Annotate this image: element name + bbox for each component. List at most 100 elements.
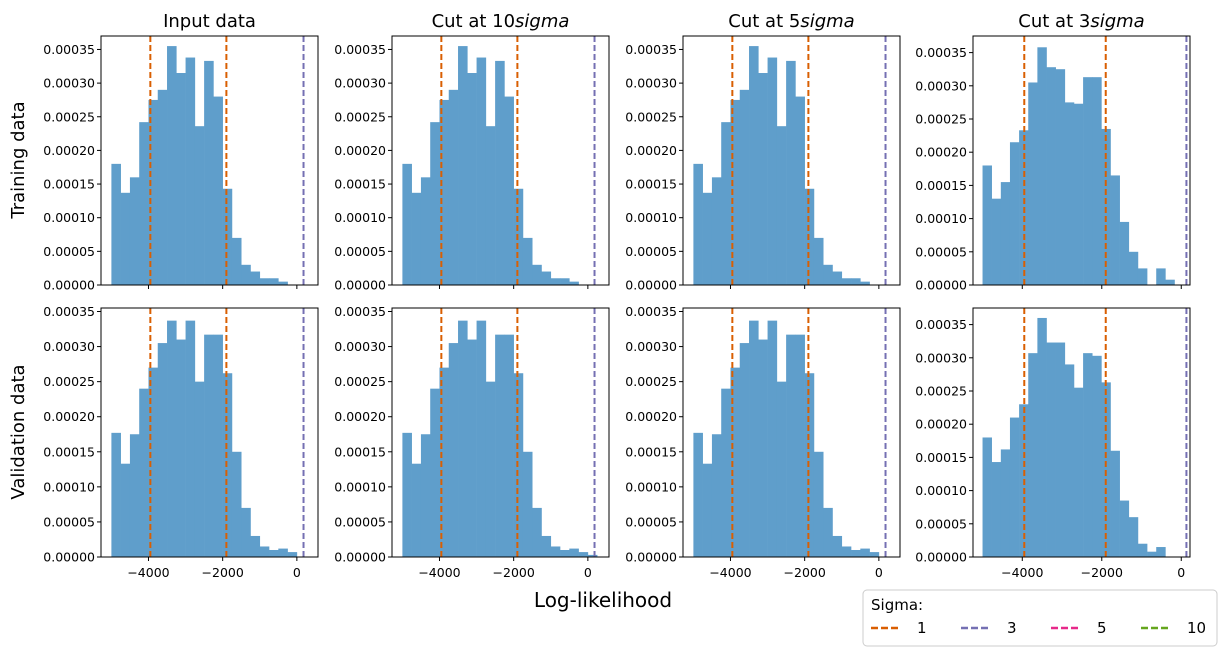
histogram-bar [823, 264, 833, 285]
histogram-bar [148, 99, 159, 286]
histogram-bar [411, 192, 422, 285]
histogram-bar [1046, 342, 1056, 557]
histogram-bar [250, 271, 261, 285]
histogram-bar [1165, 279, 1175, 285]
histogram-bar [167, 46, 177, 286]
y-tick-label: 0.00005 [625, 244, 677, 259]
row-label-training: Training data [8, 101, 29, 219]
histogram-bar [532, 264, 542, 285]
y-tick-label: 0.00015 [915, 450, 967, 465]
panel-7: 0.00000 0.00005 0.00010 0.00015 0.00020 0.000… [625, 304, 901, 580]
histogram-bar [1092, 355, 1102, 557]
histogram-bar [476, 57, 487, 285]
y-tick-label: 0.00000 [625, 278, 677, 293]
histogram-bar [139, 388, 149, 557]
histogram-bar [851, 549, 861, 557]
histogram-bar [1037, 47, 1047, 285]
y-tick-label: 0.00010 [625, 479, 677, 494]
y-tick-label: 0.00025 [625, 374, 677, 389]
histogram-bar [804, 188, 815, 285]
y-tick-label: 0.00020 [915, 417, 967, 432]
histogram-bar [522, 237, 533, 285]
histogram-bar [420, 434, 431, 557]
axes-frame [682, 307, 901, 558]
histogram-bar [194, 381, 205, 557]
histogram-bar [513, 373, 524, 557]
y-tick-label: 0.00025 [334, 109, 386, 124]
histogram-bar [832, 535, 843, 557]
histogram-bar [1064, 364, 1075, 557]
histogram-bar [786, 60, 796, 286]
histogram-bar [532, 507, 542, 557]
histogram-bar [1101, 128, 1111, 285]
legend-frame [862, 589, 1218, 647]
histogram-bar [550, 278, 561, 285]
y-tick-label: 0.00035 [625, 42, 677, 57]
histogram-bar [420, 177, 431, 285]
histogram-bar [982, 165, 992, 285]
histogram-bar [485, 381, 496, 557]
y-tick-label: 0.00010 [334, 479, 386, 494]
histogram-bar [467, 339, 477, 557]
histogram-bar [1073, 387, 1084, 557]
histogram-bar [1083, 353, 1093, 557]
histogram-bar [1037, 317, 1047, 557]
histogram-bar [991, 462, 1002, 557]
histogram-bar [467, 73, 477, 285]
histogram-bar [1000, 182, 1011, 285]
histogram-bar [259, 546, 270, 557]
x-tick-label: 0 [584, 565, 592, 580]
y-tick-label: 0.00035 [915, 317, 967, 332]
legend-label-sigma-1: 1 [917, 619, 927, 637]
histogram-bar [1110, 450, 1120, 557]
histogram-bar [739, 89, 750, 285]
y-tick-label: 0.00005 [915, 516, 967, 531]
histogram-bar [241, 507, 251, 557]
panel-title: Input data [163, 11, 256, 32]
panel-1: 0.00000 0.00005 0.00010 0.00015 0.00020 0.000… [43, 11, 319, 293]
histogram-bar [231, 237, 242, 285]
x-tick-label: −2000 [1081, 565, 1123, 580]
histogram-bar [194, 126, 205, 286]
panels: 0.00000 0.00005 0.00010 0.00015 0.00020 0.000… [43, 11, 1191, 580]
histogram-bar [222, 373, 233, 557]
y-tick-label: 0.00000 [43, 550, 95, 565]
histogram-bar [1000, 449, 1011, 557]
axes-frame [391, 35, 610, 286]
histogram-bar [250, 535, 261, 557]
histogram-bar [749, 46, 759, 286]
histogram-bar [795, 96, 805, 285]
histogram-bar [204, 334, 214, 557]
histogram-bar [721, 388, 731, 557]
y-tick-label: 0.00000 [334, 278, 386, 293]
histogram-bar [495, 60, 505, 286]
histogram-bar [129, 434, 140, 557]
histogram-bar [758, 73, 768, 285]
histogram-bar [1156, 547, 1166, 557]
histogram-bar [860, 281, 870, 285]
panel-8: 0.00000 0.00005 0.00010 0.00015 0.00020 0.000… [915, 307, 1191, 580]
histogram-bar [869, 552, 880, 557]
x-tick-label: 0 [1177, 565, 1185, 580]
histogram-bar [1028, 353, 1038, 557]
histogram-bar [693, 163, 703, 285]
histogram-bar [1055, 69, 1066, 285]
y-tick-label: 0.00000 [334, 550, 386, 565]
histogram-bar [157, 89, 168, 285]
histogram-bar [430, 388, 440, 557]
axes-frame [100, 307, 319, 558]
y-tick-label: 0.00025 [915, 112, 967, 127]
histogram-bar [1092, 77, 1102, 285]
axes-frame [972, 307, 1191, 558]
histogram-bar [730, 367, 741, 557]
histogram-bar [222, 188, 233, 285]
y-tick-label: 0.00035 [43, 304, 95, 319]
histogram-bar [185, 320, 196, 557]
axes-frame [100, 35, 319, 286]
histogram-bar [569, 548, 579, 557]
y-tick-label: 0.00000 [43, 278, 95, 293]
y-tick-label: 0.00035 [334, 42, 386, 57]
x-tick-label: −2000 [784, 565, 826, 580]
panel-5: 0.00000 0.00005 0.00010 0.00015 0.00020 0.000… [43, 304, 319, 580]
